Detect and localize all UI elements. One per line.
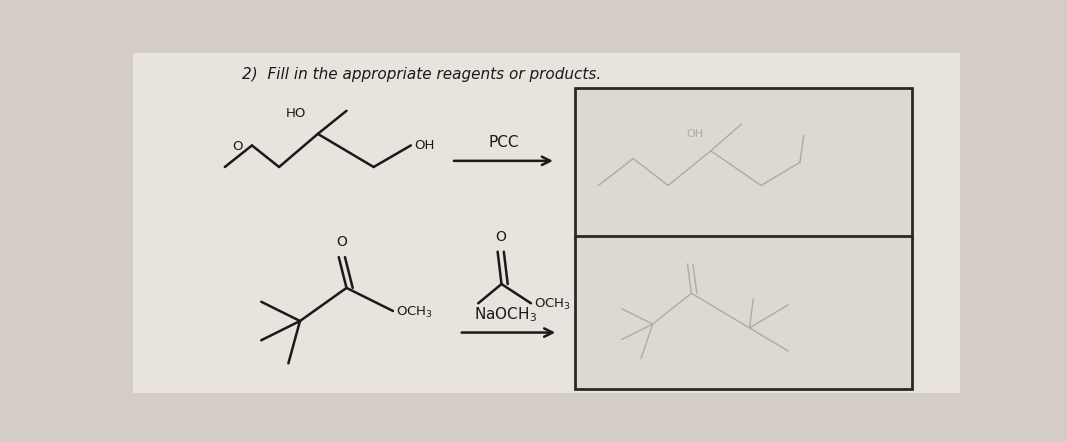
Text: O: O [495,230,506,244]
Text: 2)  Fill in the appropriate reagents or products.: 2) Fill in the appropriate reagents or p… [242,67,601,82]
Text: PCC: PCC [489,135,519,150]
Text: O: O [336,236,347,249]
Text: NaOCH$_3$: NaOCH$_3$ [474,305,537,324]
Bar [575,88,912,238]
Text: HO: HO [286,107,306,120]
Bar [575,236,912,389]
Text: OH: OH [414,139,434,152]
Text: OH: OH [686,129,703,139]
Text: OCH$_3$: OCH$_3$ [396,305,433,320]
Text: O: O [233,141,242,153]
Text: OCH$_3$: OCH$_3$ [535,297,571,312]
